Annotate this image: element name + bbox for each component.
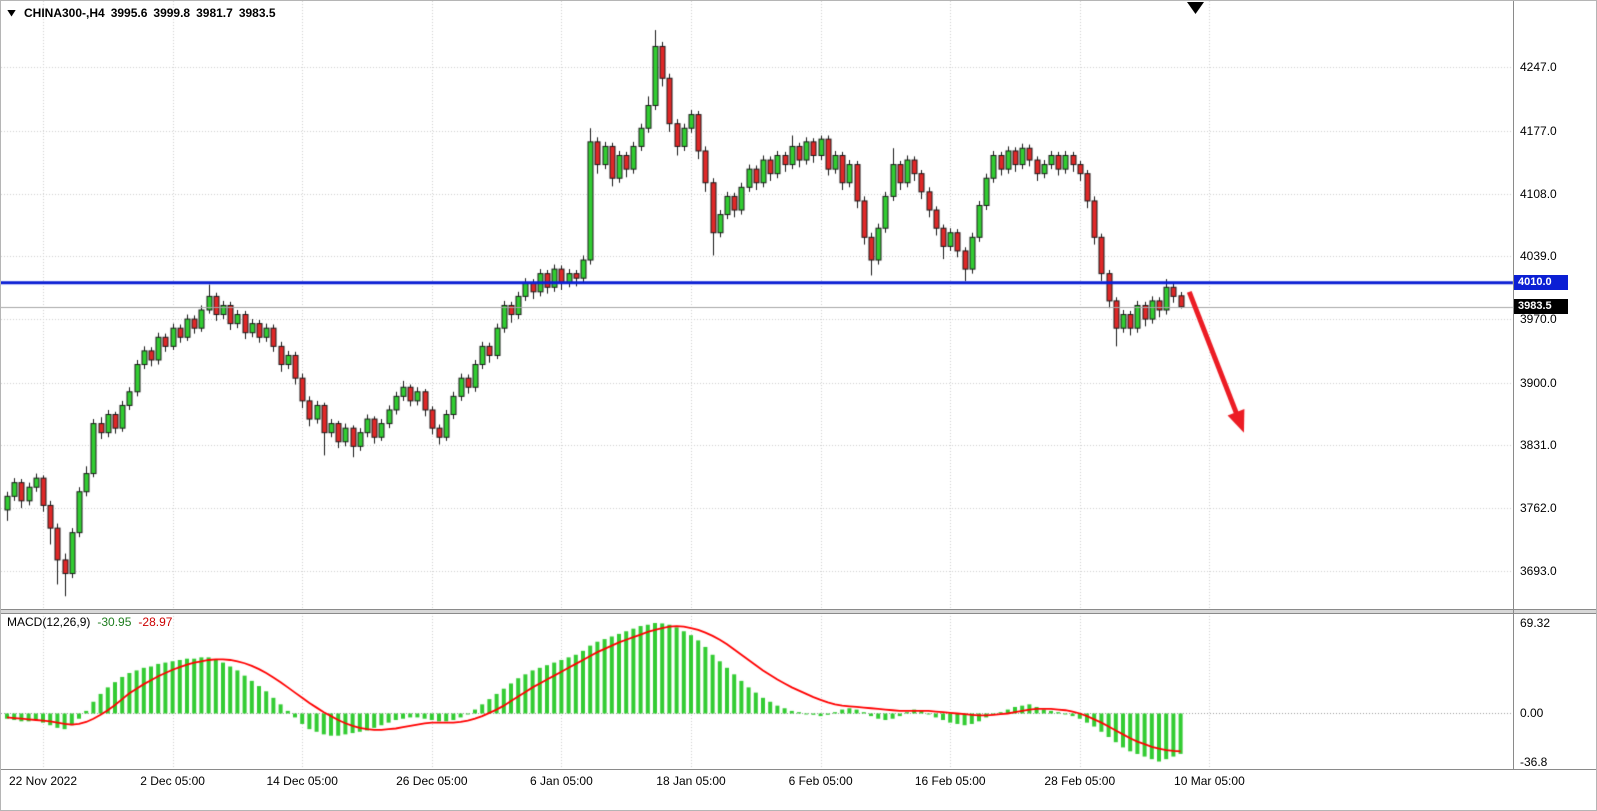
bid-price-badge-text: 3983.5: [1518, 299, 1552, 312]
macd-signal-value: -28.97: [138, 615, 173, 629]
price-tick-label: 4108.0: [1520, 186, 1557, 201]
macd-tick-label: 0.00: [1520, 706, 1544, 721]
price-tick-label: 3762.0: [1520, 501, 1557, 516]
price-tick-label: 3900.0: [1520, 375, 1557, 390]
date-tick-label: 14 Dec 05:00: [266, 774, 338, 788]
date-tick-label: 28 Feb 05:00: [1044, 774, 1116, 788]
date-tick-label: 18 Jan 05:00: [656, 774, 726, 788]
symbol-dropdown-icon[interactable]: [7, 9, 16, 17]
macd-tick-label: 69.32: [1520, 616, 1551, 631]
macd-indicator-label: MACD(12,26,9): [7, 615, 91, 629]
macd-tick-label: -36.8: [1520, 754, 1548, 769]
price-tick-label: 4039.0: [1520, 249, 1557, 264]
price-tick-label: 3970.0: [1520, 312, 1557, 327]
date-tick-label: 16 Feb 05:00: [914, 774, 986, 788]
time-axis[interactable]: 22 Nov 2022 2 Dec 05:00 14 Dec 05:00 26 Dec…: [1, 772, 1596, 794]
bid-price-badge: 3983.5: [1514, 298, 1568, 314]
open-value: 3995.6: [110, 6, 148, 20]
low-value: 3981.7: [196, 6, 233, 20]
date-tick-label: 2 Dec 05:00: [140, 774, 205, 788]
price-tick-label: 4177.0: [1520, 123, 1557, 138]
macd-main-value: -30.95: [97, 615, 132, 629]
date-tick-label: 26 Dec 05:00: [396, 774, 468, 788]
symbol-label: CHINA300-,H4: [24, 6, 105, 20]
axis-separator-vertical: [1513, 1, 1514, 770]
price-tick-label: 4247.0: [1520, 60, 1557, 75]
date-tick-label: 6 Jan 05:00: [530, 774, 593, 788]
high-value: 3999.8: [153, 6, 191, 20]
axis-separator-horizontal: [1, 769, 1596, 770]
price-tick-label: 3831.0: [1520, 438, 1557, 453]
date-tick-label: 6 Feb 05:00: [788, 774, 853, 788]
date-tick-label: 10 Mar 05:00: [1174, 774, 1245, 788]
hline-price-badge: 4010.0: [1514, 274, 1568, 290]
date-tick-label: 22 Nov 2022: [8, 774, 78, 788]
chart-header: CHINA300-,H4 3995.6 3999.8 3981.7 3983.5: [7, 6, 276, 20]
close-value: 3983.5: [238, 6, 276, 20]
hline-price-badge-text: 4010.0: [1518, 275, 1552, 288]
panel-divider[interactable]: [1, 609, 1596, 614]
macd-header: MACD(12,26,9) -30.95 -28.97: [7, 615, 172, 629]
price-tick-label: 3693.0: [1520, 563, 1557, 578]
